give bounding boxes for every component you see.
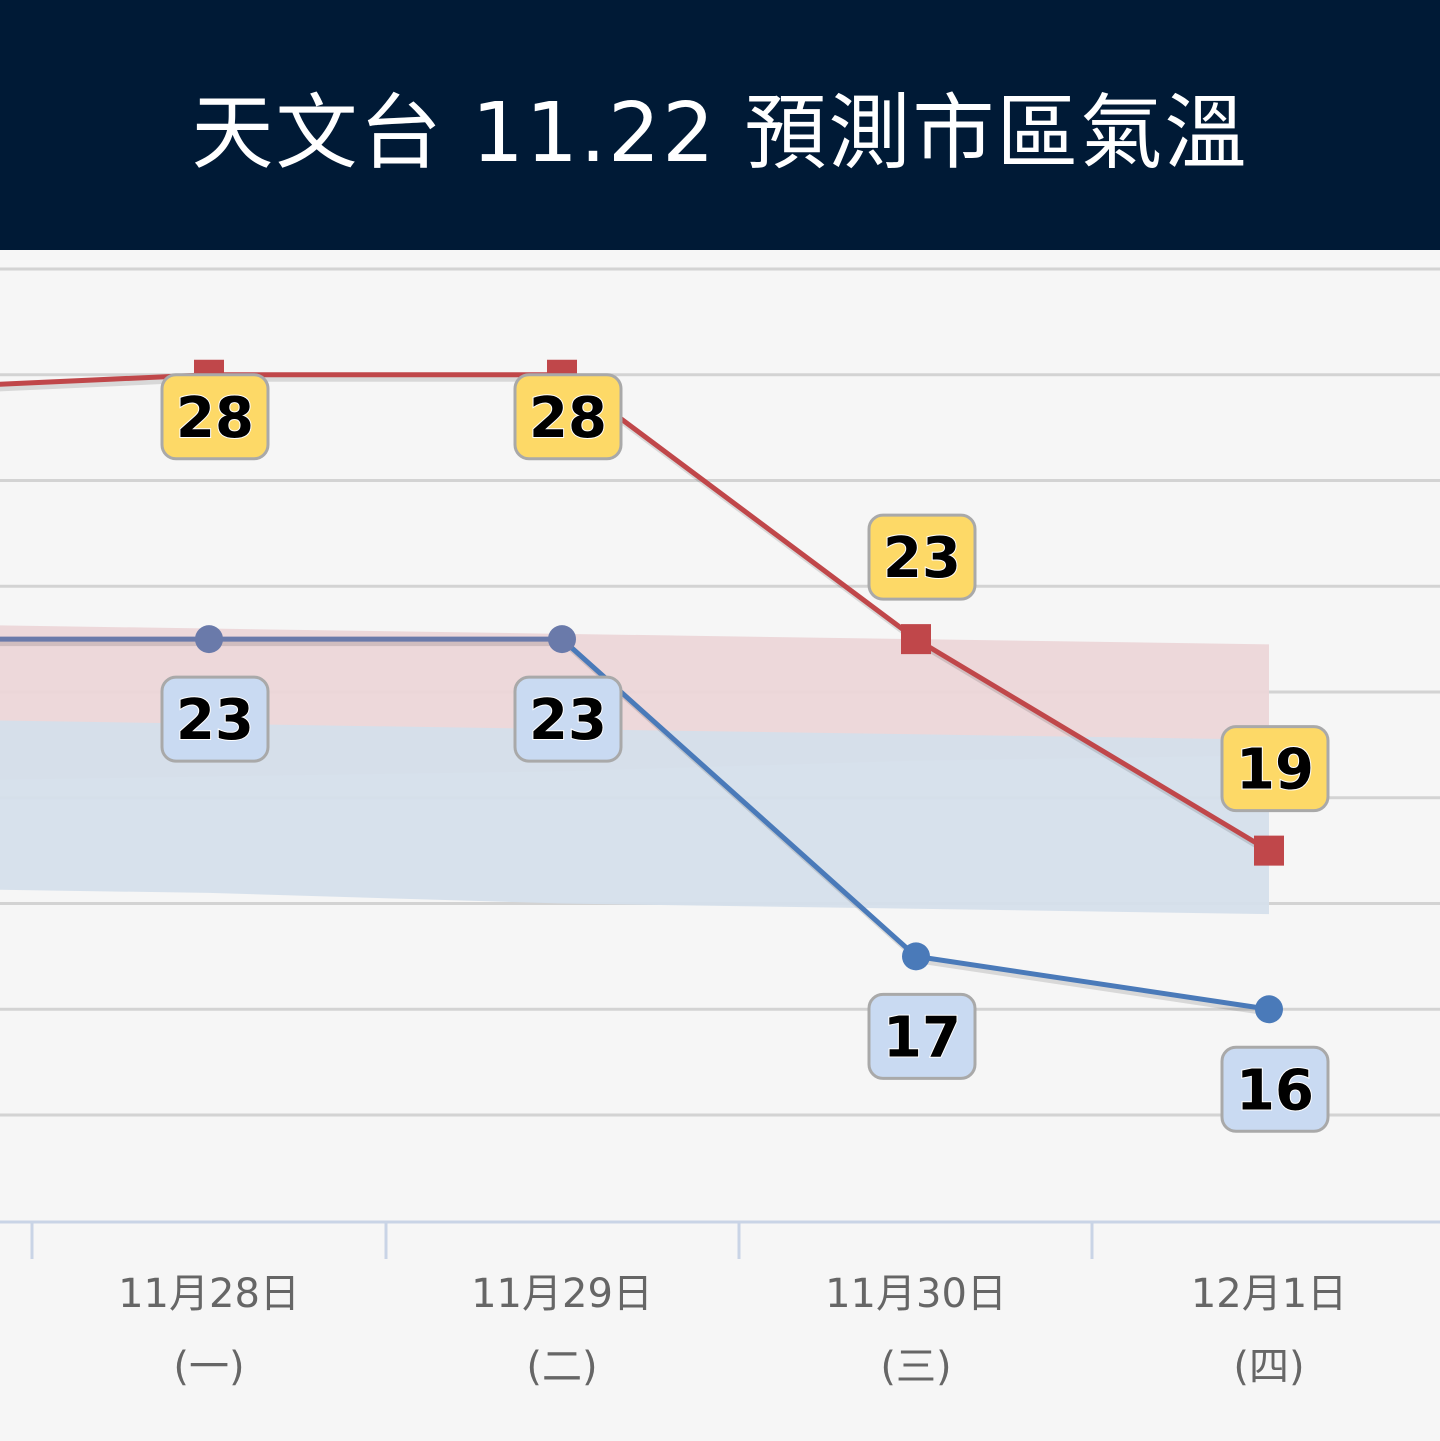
max-temp-label-text: 28 <box>529 386 607 451</box>
temperature-chart: 11月28日(一)11月29日(二)11月30日(三)12月1日(四) 28 28… <box>0 267 1440 1390</box>
max-temp-label: 19 <box>1220 725 1330 813</box>
min-temp-marker <box>195 625 223 654</box>
min-temp-label-box <box>1220 1045 1330 1133</box>
min-temp-marker <box>1255 995 1283 1024</box>
max-temp-label: 28 <box>513 373 623 461</box>
x-axis: 11月28日 (一) 11月29日 (二) 11月30日 (三) 12月1日 (四) <box>0 1220 1440 1390</box>
min_range-band <box>0 720 1269 915</box>
x-tick-label-date: 11月29日 <box>471 1271 653 1317</box>
min-temp-label-text: 17 <box>883 1005 961 1070</box>
max-temp-label-text: 28 <box>176 386 254 451</box>
data-labels: 28 28 23 19 23 23 17 16 <box>160 373 1330 1133</box>
max-temp-marker <box>901 624 931 655</box>
min-temp-label-text: 23 <box>176 688 254 753</box>
max-temp-label: 23 <box>867 513 977 601</box>
x-tick-label-date: 11月28日 <box>118 1271 300 1317</box>
min-temp-label: 16 <box>1220 1045 1330 1133</box>
min-temp-label-box <box>867 992 977 1080</box>
chart-title: 天文台 11.22 預測市區氣溫 <box>191 85 1249 181</box>
x-tick-label-weekday: (一) <box>173 1344 244 1390</box>
min-temp-label: 17 <box>867 992 977 1080</box>
min-temp-label-box <box>513 675 623 763</box>
min-temp-label-box <box>160 675 270 763</box>
min-temp-marker <box>548 625 576 654</box>
range-bands <box>0 625 1269 915</box>
max-temp-label: 28 <box>160 373 270 461</box>
min-temp-label-text: 23 <box>529 688 607 753</box>
max-temp-label-text: 19 <box>1236 738 1314 803</box>
chart-header: 天文台 11.22 預測市區氣溫 <box>0 0 1440 250</box>
max-temp-marker <box>1254 835 1284 866</box>
min-temp-label: 23 <box>160 675 270 763</box>
x-tick-label-weekday: (三) <box>880 1344 951 1390</box>
min-temp-label-text: 16 <box>1236 1058 1314 1123</box>
x-tick-label-date: 11月30日 <box>825 1271 1007 1317</box>
max-temp-label-text: 23 <box>883 526 961 591</box>
max-temp-label-box <box>867 513 977 601</box>
max-temp-label-box <box>160 373 270 461</box>
max-temp-label-box <box>513 373 623 461</box>
x-tick-label-weekday: (四) <box>1233 1344 1304 1390</box>
x-tick-label-weekday: (二) <box>526 1344 597 1390</box>
min-temp-marker <box>902 942 930 971</box>
max-temp-label-box <box>1220 725 1330 813</box>
x-tick-label-date: 12月1日 <box>1191 1271 1347 1317</box>
min-temp-label: 23 <box>513 675 623 763</box>
